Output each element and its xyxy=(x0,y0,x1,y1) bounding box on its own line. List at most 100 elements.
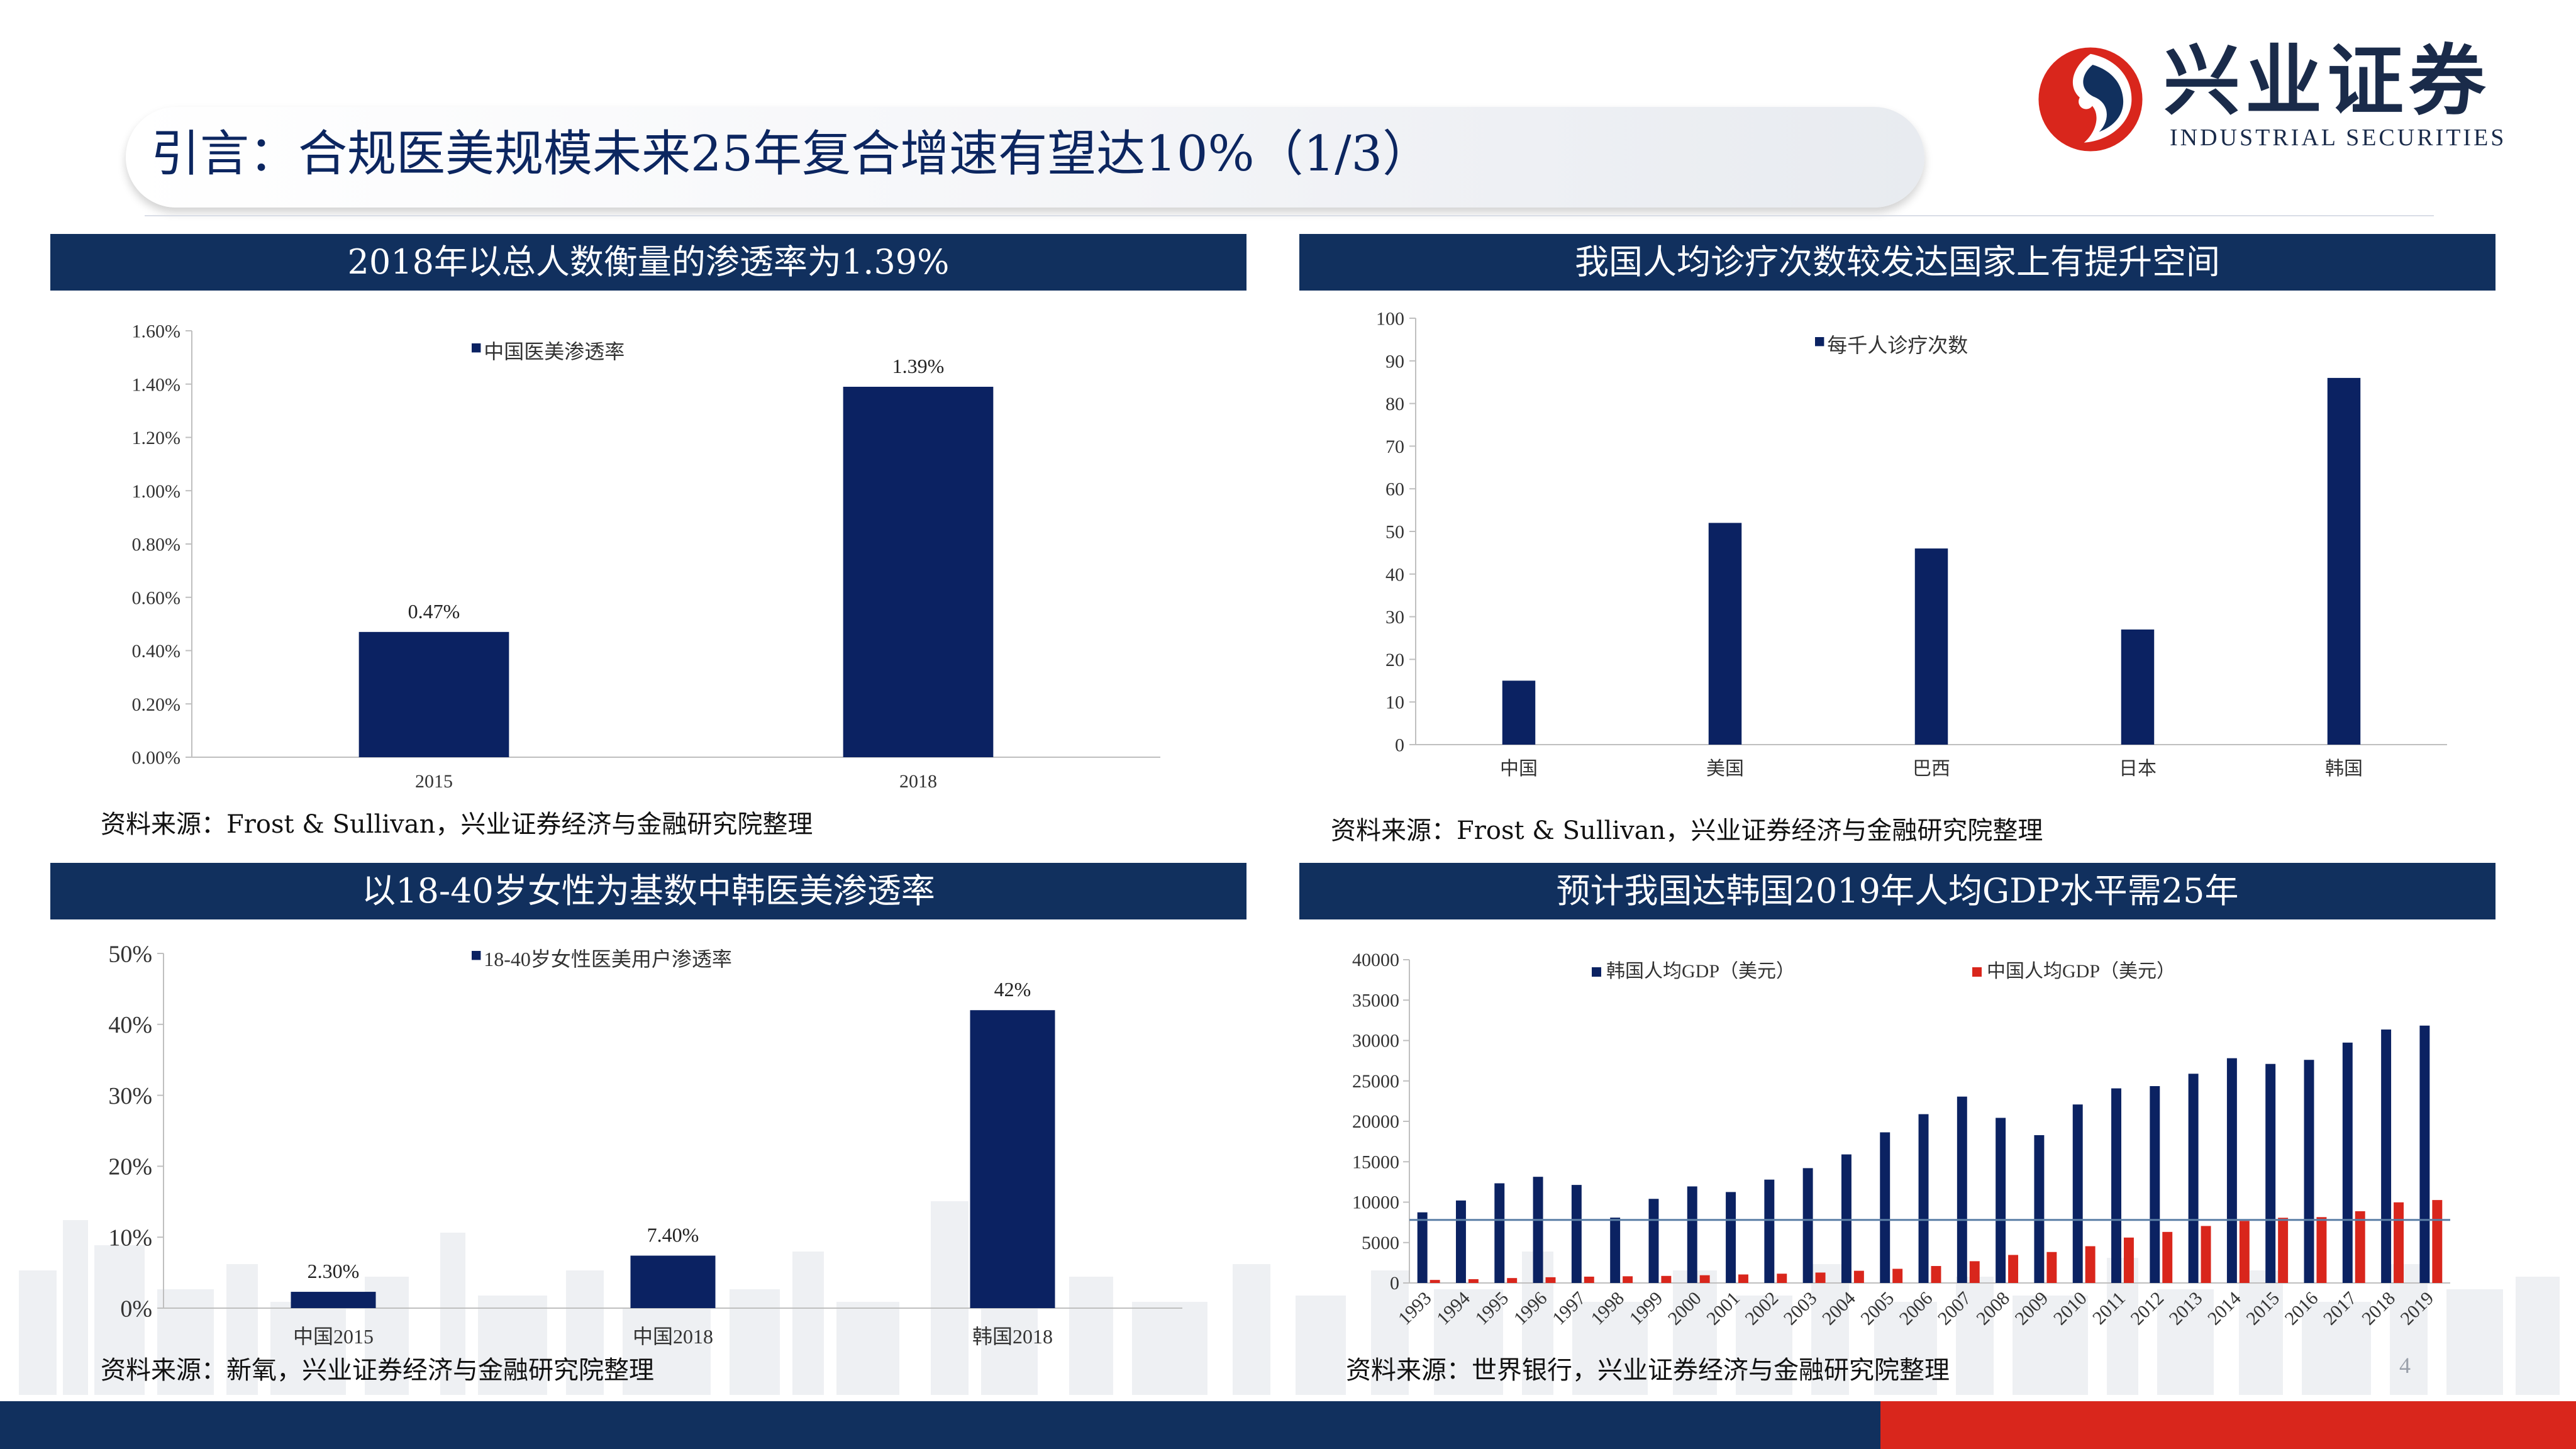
x-tick-label: 2018 xyxy=(2358,1288,2399,1330)
bar-korea xyxy=(1996,1118,2006,1283)
y-tick-label: 35000 xyxy=(1352,990,1399,1011)
bar-korea xyxy=(1417,1212,1428,1283)
page-number: 4 xyxy=(2399,1353,2411,1378)
x-tick-label: 中国2015 xyxy=(293,1325,374,1348)
bar xyxy=(2121,629,2155,745)
chart-penetration-total: 0.00% 0.20% 0.40% 0.60% 0.80% 1.00% 1.20% 1.40%… xyxy=(132,321,1160,792)
bar-korea xyxy=(1687,1186,1697,1283)
y-tick-label: 90 xyxy=(1385,351,1404,372)
data-label: 7.40% xyxy=(647,1224,699,1246)
bar xyxy=(1708,523,1742,745)
bar-korea xyxy=(2304,1060,2314,1283)
data-label: 2.30% xyxy=(308,1260,360,1282)
x-tick-label: 2011 xyxy=(2089,1288,2129,1329)
x-tick-label: 2010 xyxy=(2050,1288,2091,1330)
x-tick-label: 2019 xyxy=(2397,1288,2438,1330)
bar-china xyxy=(1584,1276,1594,1283)
y-tick-label: 25000 xyxy=(1352,1071,1399,1092)
y-tick-label: 20% xyxy=(108,1154,152,1180)
x-tick-label: 韩国2018 xyxy=(972,1325,1053,1348)
y-tick-label: 70 xyxy=(1385,436,1404,457)
bar-china xyxy=(2085,1246,2096,1283)
x-tick-label: 2018 xyxy=(899,771,937,792)
bar-china xyxy=(1931,1266,1941,1283)
bar-korea xyxy=(1456,1200,1466,1283)
bar-china xyxy=(1699,1275,1710,1283)
x-tick-label: 2015 xyxy=(2242,1288,2284,1330)
bar-china xyxy=(2046,1252,2057,1283)
legend-swatch xyxy=(472,343,481,353)
y-tick-label: 30 xyxy=(1385,607,1404,628)
y-tick-label: 1.20% xyxy=(132,428,181,448)
bar-china xyxy=(1623,1276,1633,1283)
legend-swatch-korea xyxy=(1592,967,1601,977)
footer-divider xyxy=(0,1395,2576,1399)
bar xyxy=(630,1255,716,1308)
bar-korea xyxy=(2342,1042,2353,1283)
bar-korea xyxy=(2419,1025,2430,1283)
y-tick-label: 0.20% xyxy=(132,694,181,715)
panel-4-source: 资料来源：世界银行，兴业证券经济与金融研究院整理 xyxy=(1346,1356,1950,1385)
bar-korea xyxy=(1841,1154,1852,1283)
bar-china xyxy=(1545,1277,1556,1283)
y-tick-label: 5000 xyxy=(1362,1233,1399,1253)
bar-korea xyxy=(1880,1132,1890,1283)
brand-logo-icon xyxy=(2038,47,2143,152)
bar-china xyxy=(1507,1278,1518,1283)
bar-korea xyxy=(1610,1218,1621,1283)
x-tick-label: 韩国 xyxy=(2325,758,2363,779)
x-tick-label: 2001 xyxy=(1702,1288,1744,1330)
x-tick-label: 2004 xyxy=(1818,1288,1860,1330)
bar-china xyxy=(1892,1269,1903,1283)
brand-name-cn: 兴业证券 xyxy=(2163,35,2490,126)
y-tick-label: 50% xyxy=(108,941,152,967)
title-divider xyxy=(145,215,2434,216)
panel-2-source: 资料来源：Frost & Sullivan，兴业证券经济与金融研究院整理 xyxy=(1331,816,2043,845)
bar-china xyxy=(2008,1255,2019,1283)
bar-china xyxy=(1430,1280,1440,1283)
bar-china xyxy=(2201,1226,2211,1283)
x-tick-label: 1999 xyxy=(1626,1288,1667,1330)
bar xyxy=(970,1010,1055,1308)
bar-korea xyxy=(2072,1104,2083,1283)
chart-visits-per-thousand: 0 10 20 30 40 50 60 70 80 90 100 中国 美国 巴西 日本 韩国 每千人诊疗次数 xyxy=(1376,309,2447,779)
legend-label: 18-40岁女性医美用户渗透率 xyxy=(484,948,732,970)
x-tick-label: 2015 xyxy=(415,771,453,792)
legend-label-korea: 韩国人均GDP（美元） xyxy=(1606,961,1795,982)
x-tick-label: 2006 xyxy=(1896,1288,1937,1330)
bar-korea xyxy=(1648,1199,1659,1283)
bar-korea xyxy=(2188,1074,2199,1283)
y-tick-label: 0.60% xyxy=(132,587,181,608)
bar-korea xyxy=(1764,1179,1775,1283)
bar-china xyxy=(1815,1272,1826,1283)
bar-china xyxy=(1777,1274,1787,1283)
legend-label-china: 中国人均GDP（美元） xyxy=(1987,961,2175,982)
y-tick-label: 10000 xyxy=(1352,1192,1399,1213)
y-tick-label: 15000 xyxy=(1352,1152,1399,1172)
bar-korea xyxy=(1494,1183,1505,1283)
legend-swatch xyxy=(472,951,481,960)
x-tick-label: 1997 xyxy=(1548,1288,1590,1330)
x-tick-label: 2007 xyxy=(1934,1288,1975,1330)
bar-china xyxy=(2316,1217,2327,1283)
x-tick-label: 中国2018 xyxy=(633,1325,713,1348)
bar-korea xyxy=(2226,1058,2237,1283)
y-tick-label: 0.80% xyxy=(132,535,181,555)
bar-korea xyxy=(1802,1168,1813,1283)
x-tick-label: 1998 xyxy=(1587,1288,1628,1330)
y-tick-label: 10 xyxy=(1385,692,1404,713)
x-tick-label: 2016 xyxy=(2281,1288,2323,1330)
chart-gdp-per-capita: 0 5000 10000 15000 20000 25000 30000 35000 40000… xyxy=(1352,950,2450,1330)
footer-bar-blue xyxy=(0,1401,1880,1449)
x-tick-label: 中国 xyxy=(1500,758,1538,779)
y-tick-label: 0.00% xyxy=(132,748,181,769)
y-tick-label: 0 xyxy=(1390,1273,1399,1294)
legend-swatch xyxy=(1815,337,1824,347)
bar-china xyxy=(2278,1218,2289,1283)
title-banner xyxy=(126,107,1924,208)
bar-korea xyxy=(1726,1192,1736,1283)
y-tick-label: 30000 xyxy=(1352,1031,1399,1052)
panel-2-heading: 我国人均诊疗次数较发达国家上有提升空间 xyxy=(1299,234,2496,291)
legend-swatch-china xyxy=(1972,967,1982,977)
bar-china xyxy=(2394,1202,2404,1283)
